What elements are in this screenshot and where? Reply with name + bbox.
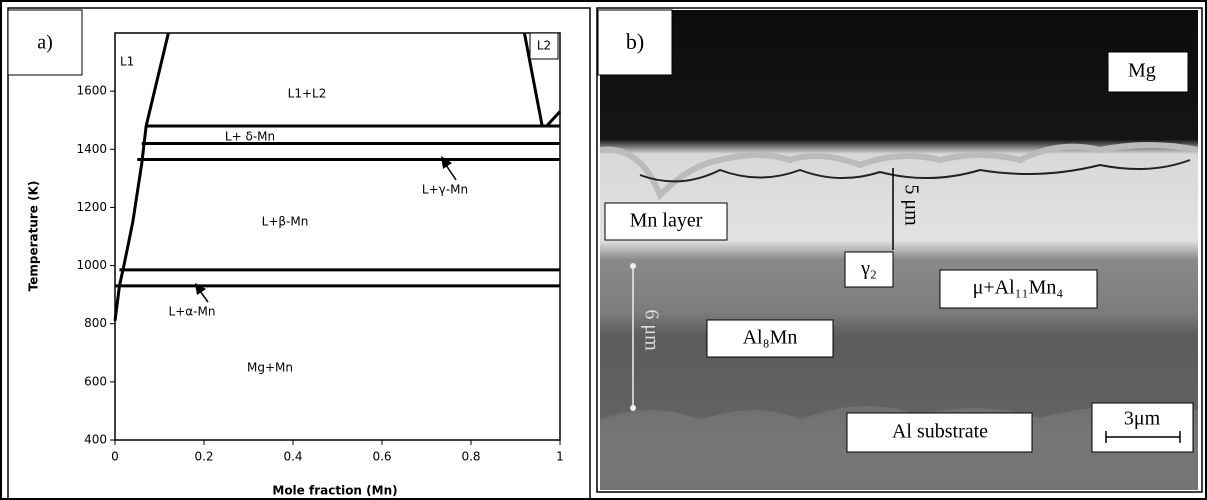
plot-frame [115, 33, 560, 440]
y-axis-label: Temperature (K) [27, 181, 41, 292]
phase-label: Mg [1128, 60, 1156, 82]
arrow [200, 291, 208, 302]
y-tick-label: 1400 [76, 142, 107, 156]
panel-label: a) [37, 32, 53, 54]
x-axis-label: Mole fraction (Mn) [272, 484, 397, 498]
region-label: L+β-Mn [262, 215, 309, 229]
region-label: Mg+Mn [247, 361, 293, 375]
phase-label: Al substrate [892, 421, 988, 443]
panel-a-border [8, 8, 590, 500]
region-label: L1 [120, 55, 134, 69]
x-tick-label: 1 [556, 450, 564, 464]
y-tick-label: 1600 [76, 84, 107, 98]
y-tick-label: 1200 [76, 200, 107, 214]
region-label: L1+L2 [288, 87, 327, 101]
y-tick-label: 600 [84, 374, 107, 388]
phase-diagram: L1 L1+L2 L+ δ-Mn L+γ-Mn L+β-Mn L+α-Mn Mg… [27, 33, 564, 498]
phase-boundary [115, 33, 168, 321]
y-tick-label: 400 [84, 433, 107, 447]
measure-label: 5 μm [900, 184, 922, 226]
x-tick-label: 0.6 [372, 450, 391, 464]
x-tick-label: 0.4 [283, 450, 302, 464]
phase-label: γ₂ [860, 258, 877, 280]
phase-label: Al₈Mn [743, 327, 798, 349]
scale-label: 3μm [1124, 408, 1161, 430]
measure-label: 6 μm [640, 309, 662, 351]
phase-label: μ+Al₁₁Mn₄ [973, 277, 1064, 299]
x-tick-label: 0.2 [194, 450, 213, 464]
y-tick-label: 800 [84, 316, 107, 330]
arrow [446, 165, 456, 180]
region-label: L+γ-Mn [422, 183, 468, 197]
panel-label: b) [626, 29, 644, 54]
region-label: L+α-Mn [169, 305, 216, 319]
region-label: L2 [537, 39, 551, 53]
region-label: L+ δ-Mn [225, 130, 275, 144]
y-tick-label: 1000 [76, 258, 107, 272]
figure: L1 L1+L2 L+ δ-Mn L+γ-Mn L+β-Mn L+α-Mn Mg… [0, 0, 1207, 500]
measure-end [630, 263, 636, 269]
phase-boundary [547, 111, 560, 126]
phase-label: Mn layer [630, 210, 703, 232]
x-tick-label: 0.8 [461, 450, 480, 464]
measure-end [630, 405, 636, 411]
x-tick-label: 0 [111, 450, 119, 464]
